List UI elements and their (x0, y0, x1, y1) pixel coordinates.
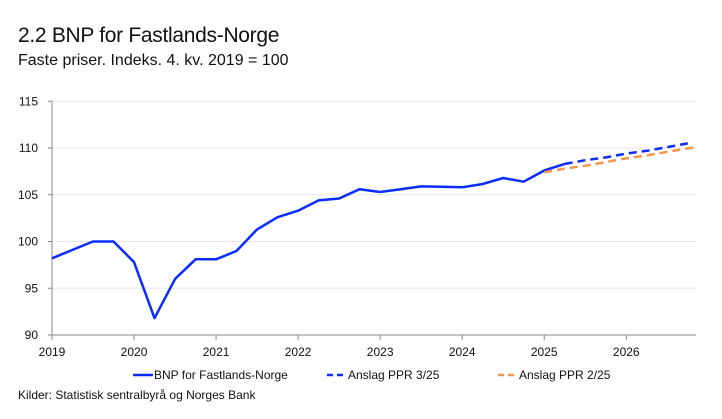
legend-label: BNP for Fastlands-Norge (154, 368, 288, 382)
x-tick-label: 2020 (121, 345, 148, 359)
y-tick-label: 100 (18, 235, 38, 249)
x-tick-label: 2026 (613, 345, 640, 359)
legend-label: Anslag PPR 3/25 (348, 368, 440, 382)
y-tick-label: 95 (25, 281, 39, 295)
series-line-3 (543, 145, 697, 174)
y-tick-label: 105 (18, 188, 38, 202)
source-note: Kilder: Statistisk sentralbyrå og Norges… (18, 388, 256, 402)
x-tick-label: 2024 (449, 345, 476, 359)
y-tick-label: 115 (19, 94, 38, 108)
x-tick-label: 2023 (367, 345, 394, 359)
series-line-1 (51, 162, 566, 320)
chart-title: 2.2 BNP for Fastlands-Norge (18, 24, 280, 47)
x-tick-label: 2019 (39, 345, 66, 359)
y-tick-label: 110 (19, 141, 38, 155)
x-tick-label: 2022 (285, 345, 312, 359)
y-tick-label: 90 (25, 328, 39, 342)
x-tick-label: 2025 (531, 345, 558, 359)
series-line-2 (564, 142, 689, 166)
legend-label: Anslag PPR 2/25 (519, 368, 611, 382)
x-tick-label: 2021 (203, 345, 230, 359)
chart-subtitle: Faste priser. Indeks. 4. kv. 2019 = 100 (18, 52, 289, 69)
